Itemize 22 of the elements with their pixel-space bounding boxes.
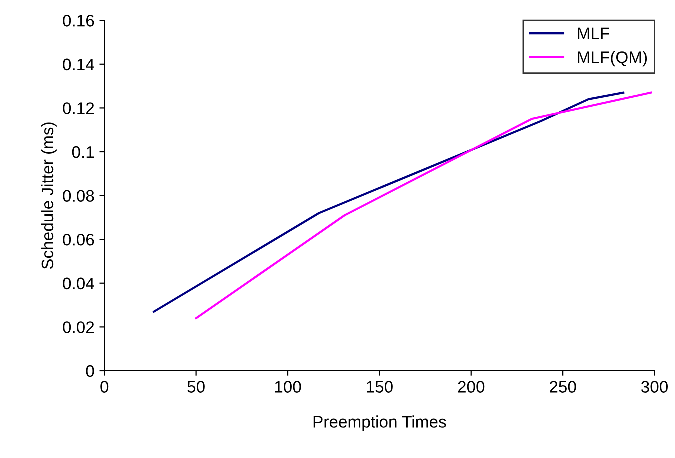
y-tick-label: 0.02 [63,322,94,334]
y-tick-label: 0.1 [72,146,94,158]
x-tick-label: 0 [100,381,109,393]
y-tick-label: 0.16 [63,15,94,27]
x-tick-label: 300 [641,381,668,393]
x-tick-label: 50 [188,381,205,393]
y-tick-label: 0.04 [63,278,94,290]
x-tick-label: 250 [550,381,576,393]
x-tick-label: 200 [458,381,485,393]
x-axis-title: Preemption Times [314,416,446,432]
line-series [153,92,625,313]
y-tick-label: 0.06 [63,234,94,246]
line-series [195,92,652,320]
x-tick-label: 100 [275,381,302,393]
legend-label: MLF [578,28,610,40]
y-tick-label: 0.08 [63,190,94,202]
y-tick-label: 0.14 [63,58,94,71]
x-tick-label: 150 [367,381,393,393]
legend-label: MLF(QM) [578,51,648,67]
y-axis-title: Schedule Jitter (ms) [41,122,57,270]
y-tick-label: 0 [86,365,94,378]
y-tick-label: 0.12 [63,102,94,114]
